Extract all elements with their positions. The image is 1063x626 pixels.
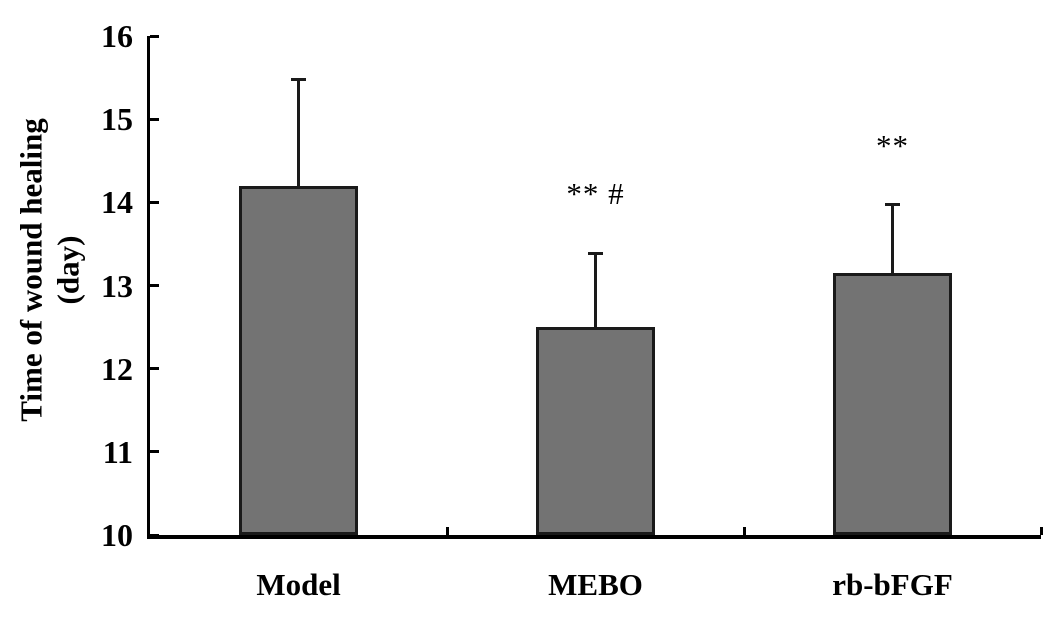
significance-annotation-rb-bfgf: ** bbox=[876, 127, 909, 163]
error-bar-rb-bfgf bbox=[891, 204, 894, 278]
y-tick-mark-10 bbox=[150, 533, 159, 537]
significance-annotation-mebo: ** # bbox=[566, 176, 625, 212]
bar-rb-bfgf bbox=[833, 273, 952, 535]
y-tick-label-12: 12 bbox=[101, 350, 133, 387]
error-bar-cap-mebo bbox=[588, 251, 603, 255]
x-tick-mark-3 bbox=[1039, 527, 1043, 535]
y-tick-label-15: 15 bbox=[101, 101, 133, 138]
error-bar-mebo bbox=[594, 253, 597, 332]
error-bar-cap-rb-bfgf bbox=[885, 203, 900, 207]
y-tick-label-14: 14 bbox=[101, 184, 133, 221]
bar-model bbox=[239, 185, 358, 535]
y-tick-mark-13 bbox=[150, 284, 159, 287]
error-bar-model bbox=[297, 79, 300, 190]
y-tick-label-11: 11 bbox=[102, 433, 133, 470]
y-tick-mark-12 bbox=[150, 367, 159, 371]
y-tick-mark-15 bbox=[150, 117, 159, 121]
x-category-label-model: Model bbox=[256, 567, 341, 602]
x-tick-mark-2 bbox=[742, 527, 746, 535]
y-tick-label-10: 10 bbox=[101, 517, 133, 553]
y-tick-mark-16 bbox=[150, 34, 159, 38]
x-category-label-mebo: MEBO bbox=[548, 567, 643, 602]
y-axis-title-line1: Time of wound healing bbox=[14, 118, 49, 422]
y-tick-mark-11 bbox=[150, 450, 159, 454]
y-axis-line bbox=[147, 36, 150, 539]
x-axis-line bbox=[147, 535, 1041, 539]
y-tick-mark-14 bbox=[150, 200, 159, 204]
x-category-label-rb-bfgf: rb-bFGF bbox=[832, 567, 953, 602]
y-tick-label-16: 16 bbox=[101, 18, 133, 54]
x-tick-mark-1 bbox=[445, 527, 449, 535]
bar-mebo bbox=[536, 327, 655, 535]
error-bar-cap-model bbox=[291, 77, 306, 81]
y-tick-label-13: 13 bbox=[101, 267, 133, 304]
